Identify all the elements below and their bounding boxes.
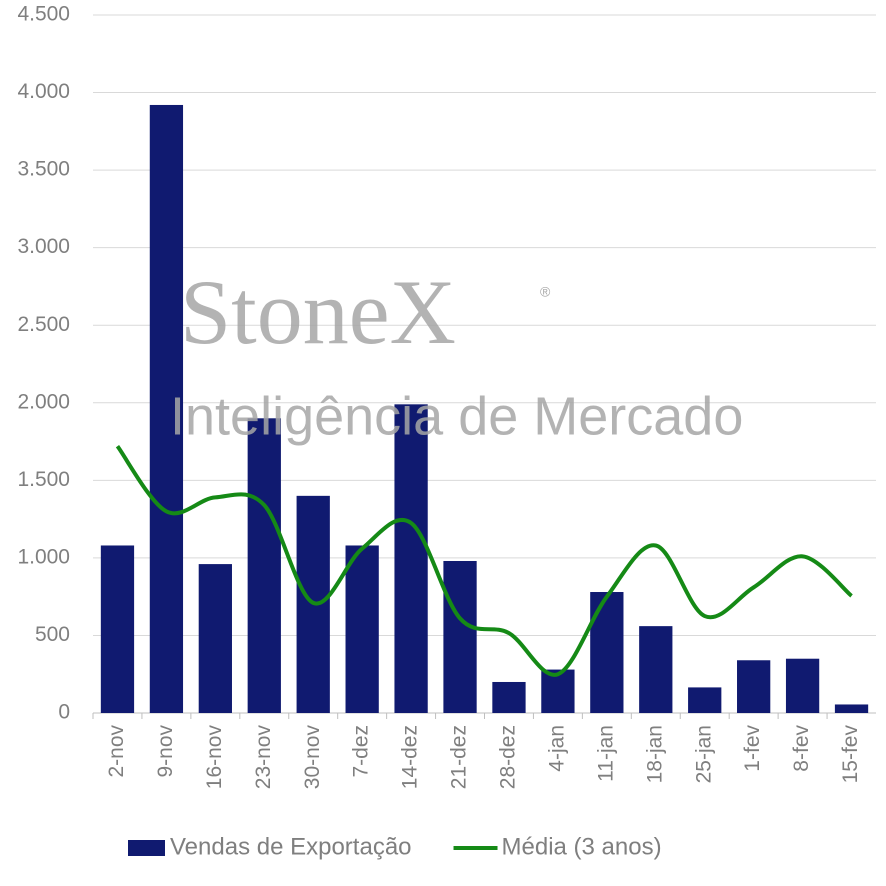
x-tick-label: 8-fev xyxy=(790,725,813,772)
x-tick-label: 2-nov xyxy=(105,725,128,778)
x-tick-label: 15-fev xyxy=(839,725,862,784)
bar xyxy=(149,104,184,713)
bar xyxy=(198,564,232,713)
bar xyxy=(541,669,575,713)
x-tick-label: 28-dez xyxy=(497,725,520,789)
bar xyxy=(443,560,477,713)
bar xyxy=(247,418,281,713)
x-tick-label: 21-dez xyxy=(448,725,471,789)
bar xyxy=(639,626,673,713)
watermark: StoneX xyxy=(180,261,456,363)
watermark-subtitle: Inteligência de Mercado xyxy=(170,386,743,446)
y-tick-label: 1.500 xyxy=(17,468,70,491)
bar xyxy=(737,660,771,713)
legend-swatch xyxy=(128,840,165,856)
bar xyxy=(394,404,428,713)
legend-label: Média (3 anos) xyxy=(502,833,662,860)
bar xyxy=(834,704,869,713)
x-tick-label: 30-nov xyxy=(301,725,324,790)
x-tick-label: 7-dez xyxy=(350,725,373,778)
line xyxy=(115,445,853,677)
bar xyxy=(688,687,722,713)
y-tick-label: 500 xyxy=(35,623,70,646)
y-tick-label: 3.500 xyxy=(17,158,70,181)
y-tick-label: 4.500 xyxy=(17,3,70,26)
legend: Vendas de Exportação Média (3 anos) xyxy=(128,833,662,860)
y-tick-label: 2.000 xyxy=(17,390,70,413)
y-tick-label: 1.000 xyxy=(17,545,70,568)
legend-label: Vendas de Exportação xyxy=(170,833,412,860)
x-tick-label: 11-jan xyxy=(594,725,617,782)
y-tick-label: 4.000 xyxy=(17,80,70,103)
x-tick-label: 18-jan xyxy=(643,725,666,783)
plot: 0 500 1.000 1.500 2.000 2.500 3.000 3.500 4.000 4… xyxy=(17,3,876,790)
x-tick-label: 16-nov xyxy=(203,725,226,790)
x-tick-label: 23-nov xyxy=(252,725,275,790)
bar xyxy=(345,545,379,713)
x-tick-label: 25-jan xyxy=(692,725,715,783)
watermark-mark: ® xyxy=(540,284,551,300)
bar xyxy=(100,545,135,713)
x-tick-label: 14-dez xyxy=(399,725,422,789)
y-tick-label: 2.500 xyxy=(17,313,70,336)
x-tick-label: 9-nov xyxy=(154,725,177,778)
bar xyxy=(590,592,624,713)
y-tick-label: 0 xyxy=(58,701,70,724)
bar xyxy=(492,681,526,713)
x-tick-label: 4-jan xyxy=(545,725,568,772)
y-tick-label: 3.000 xyxy=(17,235,70,258)
x-tick-label: 1-fev xyxy=(741,725,764,772)
bar xyxy=(785,658,820,713)
